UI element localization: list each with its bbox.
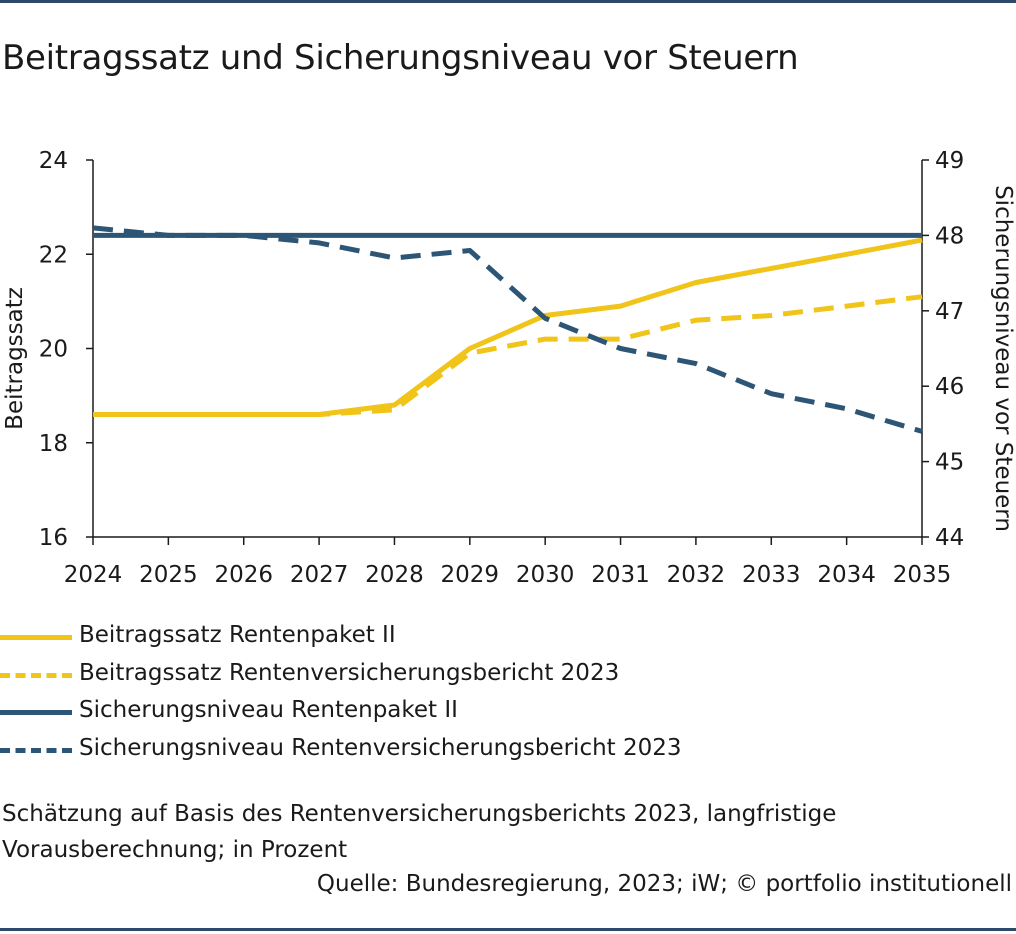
y-tick-label-left: 16 <box>39 525 68 551</box>
x-tick-label: 2028 <box>365 562 424 588</box>
y-tick-label-left: 22 <box>39 242 68 268</box>
y-tick-label-right: 45 <box>935 450 964 476</box>
y-tick-label-right: 48 <box>935 223 964 249</box>
y-tick-label-right: 44 <box>935 525 964 551</box>
chart-title: Beitragssatz und Sicherungsniveau vor St… <box>2 38 799 78</box>
x-tick-label: 2024 <box>64 562 123 588</box>
x-tick-label: 2031 <box>591 562 650 588</box>
y-tick-label-right: 47 <box>935 299 964 325</box>
y-axis-title-left: Beitragssatz <box>2 287 28 430</box>
legend-label: Beitragssatz Rentenpaket II <box>79 622 396 648</box>
series-line <box>93 237 923 417</box>
x-tick-label: 2033 <box>742 562 801 588</box>
y-tick-label-right: 49 <box>935 148 964 174</box>
y-axis-title-right: Sicherungsniveau vor Steuern <box>990 185 1016 532</box>
legend-label: Sicherungsniveau Rentenversicherungsberi… <box>79 734 682 761</box>
x-tick-label: 2030 <box>516 562 575 588</box>
series-line <box>93 294 923 417</box>
legend-label: Sicherungsniveau Rentenpaket II <box>79 697 458 723</box>
legend-swatch <box>0 672 72 678</box>
x-tick-label: 2026 <box>214 562 273 588</box>
x-tick-label: 2035 <box>893 562 952 588</box>
legend-label: Beitragssatz Rentenversicherungsbericht … <box>79 659 620 686</box>
chart-source: Quelle: Bundesregierung, 2023; iW; © por… <box>316 871 1012 897</box>
legend-swatch <box>0 710 72 715</box>
y-tick-label-right: 46 <box>935 374 964 400</box>
top-rule <box>0 0 1016 3</box>
x-tick-label: 2034 <box>817 562 876 588</box>
x-tick-label: 2025 <box>139 562 198 588</box>
x-tick-label: 2029 <box>441 562 500 588</box>
x-tick-label: 2032 <box>667 562 726 588</box>
y-tick-label-left: 24 <box>39 148 68 174</box>
y-tick-label-left: 18 <box>39 431 68 457</box>
series-line <box>92 225 923 434</box>
chart-note: Schätzung auf Basis des Rentenversicheru… <box>2 801 837 863</box>
x-tick-label: 2027 <box>290 562 349 588</box>
legend-swatch <box>0 635 72 640</box>
legend-swatch <box>0 747 72 753</box>
y-tick-label-left: 20 <box>39 337 68 363</box>
bottom-rule <box>0 928 1016 931</box>
line-chart: 16 18 20 22 24 44 45 46 47 48 49 2024 2025 2026 2027 20… <box>2 148 1016 588</box>
